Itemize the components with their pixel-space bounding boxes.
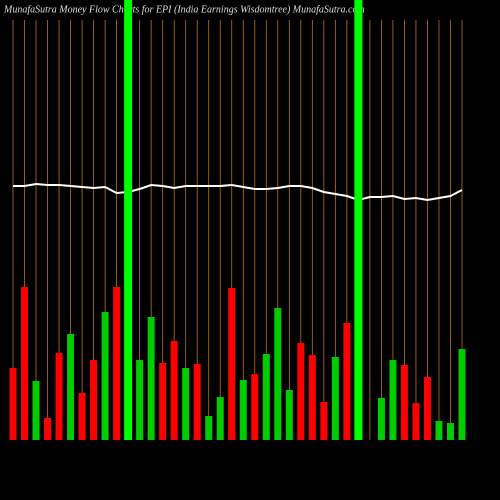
bar <box>205 416 213 440</box>
bands <box>124 0 363 440</box>
bar <box>435 421 443 440</box>
highlight-band <box>354 0 363 440</box>
bar <box>159 363 167 440</box>
bar <box>389 360 397 440</box>
bar <box>320 402 328 440</box>
bar <box>78 393 86 440</box>
bar <box>400 365 408 440</box>
bar <box>458 349 466 440</box>
bar <box>297 343 305 440</box>
bar <box>446 423 454 440</box>
bar <box>44 418 52 440</box>
bar <box>228 288 236 440</box>
bar <box>67 334 75 440</box>
bar <box>9 368 17 440</box>
bar <box>274 308 282 440</box>
bar <box>343 323 351 440</box>
bar <box>55 353 63 440</box>
chart-title: MunafaSutra Money Flow Charts for EPI (I… <box>3 4 365 15</box>
bar <box>113 287 121 440</box>
bar <box>147 317 155 440</box>
bar <box>32 381 40 440</box>
bar <box>216 397 224 440</box>
bar <box>21 287 29 440</box>
bar <box>239 380 247 440</box>
bar <box>331 357 339 440</box>
bar <box>193 364 201 440</box>
marks <box>9 182 466 440</box>
bar <box>423 377 431 440</box>
bar <box>136 360 144 440</box>
highlight-band <box>124 0 133 440</box>
bar <box>308 355 316 440</box>
bar <box>285 390 293 440</box>
money-flow-line <box>13 182 463 202</box>
bar <box>412 403 420 440</box>
bar <box>262 354 270 440</box>
bar <box>90 360 98 440</box>
bar <box>251 374 259 440</box>
bar <box>170 341 178 440</box>
bar <box>101 312 109 440</box>
bar <box>182 368 190 440</box>
bar <box>377 398 385 440</box>
